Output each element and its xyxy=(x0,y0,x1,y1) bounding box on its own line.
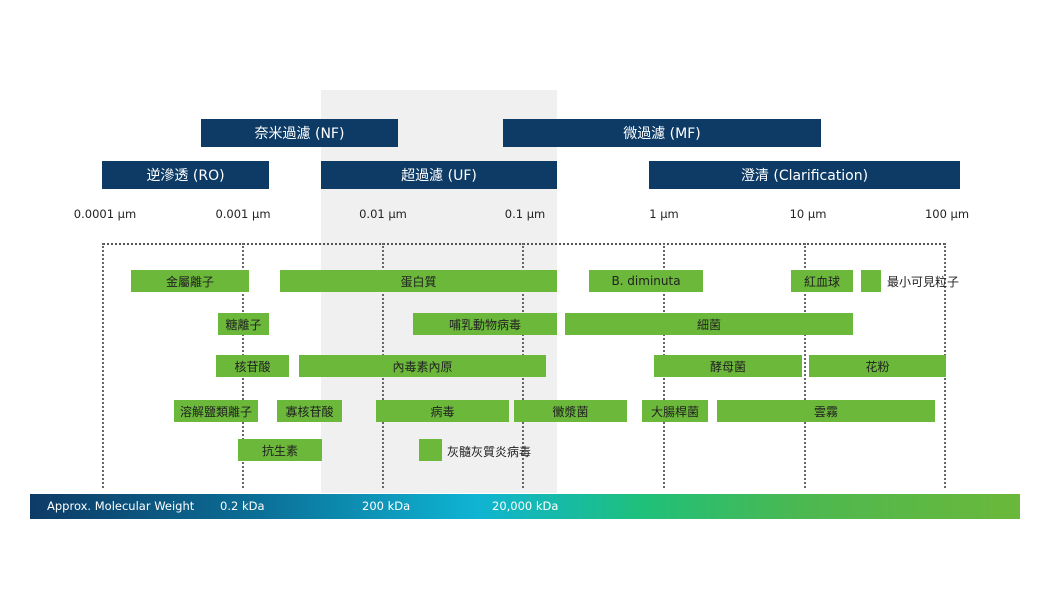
ro-header: 逆滲透 (RO) xyxy=(102,161,269,189)
clarification-header: 澄清 (Clarification) xyxy=(649,161,960,189)
tick-label: 100 µm xyxy=(924,207,970,221)
tick-label: 0.01 µm xyxy=(359,207,407,221)
bar-protein: 蛋白質 xyxy=(280,270,557,292)
bar-mist: 雲霧 xyxy=(717,400,935,422)
bar-yeast: 酵母菌 xyxy=(654,355,802,377)
legend-swatch-polio xyxy=(419,439,442,461)
gridline xyxy=(804,243,806,488)
tick-label: 10 µm xyxy=(789,207,827,221)
legend-swatch-visible xyxy=(861,270,881,292)
bar-bacteria: 細菌 xyxy=(565,313,853,335)
uf-header: 超過濾 (UF) xyxy=(321,161,557,189)
molecular-weight-label: Approx. Molecular Weight xyxy=(47,499,195,513)
tick-label: 0.1 µm xyxy=(504,207,546,221)
mw-value: 0.2 kDa xyxy=(220,499,265,513)
bar-mammalian-virus: 哺乳動物病毒 xyxy=(413,313,557,335)
tick-label: 0.001 µm xyxy=(215,207,271,221)
mf-header: 微過濾 (MF) xyxy=(503,119,821,147)
scale-axis xyxy=(103,243,945,245)
gridline xyxy=(102,243,104,488)
tick-label: 1 µm xyxy=(649,207,679,221)
tick-label: 0.0001 µm xyxy=(73,207,137,221)
bar-b-diminuta: B. diminuta xyxy=(589,270,703,292)
bar-red-blood-cells: 紅血球 xyxy=(791,270,853,292)
bar-nucleotides: 核苷酸 xyxy=(216,355,289,377)
nf-header: 奈米過濾 (NF) xyxy=(201,119,398,147)
bar-oligonucleotides: 寡核苷酸 xyxy=(277,400,342,422)
molecular-weight-bar xyxy=(30,494,1020,519)
bar-sugar-ions: 糖離子 xyxy=(218,313,269,335)
bar-mycoplasma: 黴漿菌 xyxy=(514,400,627,422)
bar-e-coli: 大腸桿菌 xyxy=(642,400,708,422)
legend-visible-particle: 最小可見粒子 xyxy=(887,275,960,289)
bar-dissolved-salts: 溶解鹽類離子 xyxy=(174,400,258,422)
bar-virus: 病毒 xyxy=(376,400,509,422)
bar-pollen: 花粉 xyxy=(809,355,946,377)
bar-metal-ions: 金屬離子 xyxy=(131,270,249,292)
bar-endotoxin: 內毒素內原 xyxy=(299,355,546,377)
legend-polio-virus: 灰髓灰質炎病毒 xyxy=(447,445,532,459)
mw-value: 200 kDa xyxy=(362,499,411,513)
bar-antibiotics: 抗生素 xyxy=(238,439,322,461)
mw-value: 20,000 kDa xyxy=(492,499,559,513)
